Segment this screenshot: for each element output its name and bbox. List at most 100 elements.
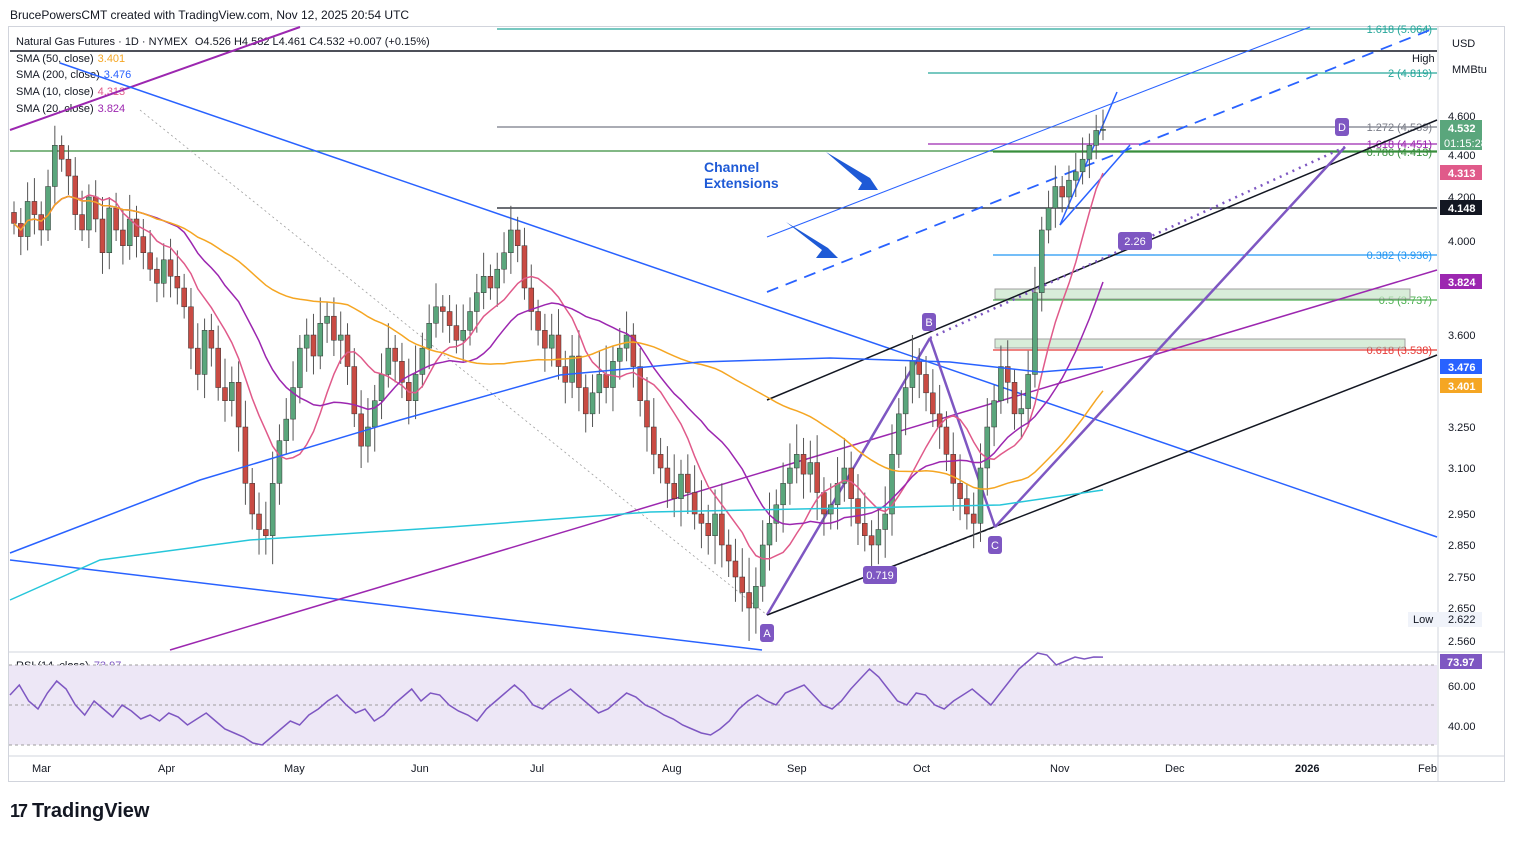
- candle-body: [310, 334, 317, 357]
- candle-body: [1079, 158, 1086, 173]
- candle-body: [494, 268, 500, 289]
- support-zone-upper: [994, 288, 1411, 300]
- candle-body: [828, 504, 834, 515]
- candle-body: [943, 426, 950, 455]
- time-tick: Apr: [158, 763, 175, 775]
- currency-label[interactable]: USD: [1452, 38, 1476, 50]
- trend-line: [9, 26, 301, 131]
- candle-body: [1066, 179, 1072, 198]
- price-badge: [1440, 200, 1482, 215]
- sma50-line: [13, 195, 1104, 490]
- pattern-point-badge: [760, 624, 774, 642]
- candle-body: [576, 355, 582, 388]
- pattern-point-badge: [1335, 118, 1349, 136]
- annotation-arrow: [826, 152, 878, 190]
- candle-body: [1093, 130, 1099, 146]
- candle-body: [896, 413, 902, 455]
- candle-body: [24, 201, 31, 237]
- candle-body: [45, 186, 51, 231]
- candle-body: [365, 426, 371, 447]
- candle-body: [841, 467, 848, 484]
- candle-body: [957, 483, 963, 499]
- candle-body: [480, 276, 487, 293]
- sma50-legend[interactable]: SMA (50, close) 3.401: [16, 53, 126, 65]
- candle-body: [378, 374, 385, 401]
- candle-body: [1025, 374, 1031, 409]
- time-tick: Mar: [32, 763, 51, 775]
- price-badge: [1440, 274, 1482, 289]
- candle-body: [167, 259, 174, 277]
- candle-body: [120, 229, 126, 246]
- time-tick: Dec: [1165, 763, 1185, 775]
- candle-body: [249, 483, 255, 515]
- candle-body: [596, 374, 603, 394]
- low-badge-bg: [1408, 612, 1482, 627]
- candle-body: [208, 330, 215, 349]
- pattern-point-badge: [988, 536, 1002, 554]
- rsi-badge: [1440, 654, 1482, 669]
- annotation-text: Extensions: [704, 175, 779, 191]
- candle-body: [930, 392, 936, 415]
- pattern-point-label: C: [991, 540, 999, 552]
- ratio-badge: [863, 566, 897, 584]
- ohlc-values: O4.526 H4.582 L4.461 C4.532 +0.007 (+0.1…: [194, 36, 430, 48]
- candle-body: [229, 382, 235, 401]
- candle-body: [555, 334, 562, 367]
- candle-body: [72, 175, 79, 215]
- candle-body: [875, 529, 882, 546]
- candle-body: [759, 544, 766, 587]
- candle-body: [923, 374, 929, 394]
- candle-body: [215, 347, 221, 388]
- trend-line: [928, 337, 997, 528]
- candle-body: [630, 334, 637, 367]
- price-tick: 2.560: [1448, 636, 1476, 648]
- candle-body: [603, 374, 609, 388]
- candle-body: [508, 229, 514, 253]
- candle-body: [984, 426, 991, 469]
- candle-body: [868, 535, 875, 546]
- chart-header: BrucePowersCMT created with TradingView.…: [10, 8, 410, 22]
- time-tick: Jun: [411, 763, 429, 775]
- pattern-point-label: B: [925, 317, 932, 329]
- ratio-label: 0.719: [866, 570, 894, 582]
- fib-label: 0.382 (3.936): [1367, 250, 1432, 262]
- candle-body: [474, 292, 480, 312]
- price-badge: [1440, 120, 1482, 150]
- unit-label: MMBtu: [1452, 64, 1487, 76]
- ratio-badge: [1118, 232, 1152, 250]
- candle-body: [297, 347, 303, 388]
- candle-body: [780, 483, 786, 506]
- candle-body: [399, 361, 405, 383]
- candle-body: [1100, 129, 1106, 131]
- tradingview-logo[interactable]: 17 TradingView: [10, 800, 150, 822]
- candle-body: [725, 544, 732, 562]
- candle-body: [766, 523, 773, 546]
- price-badge: [1440, 359, 1482, 374]
- candle-body: [188, 306, 194, 349]
- candle-body: [38, 214, 44, 231]
- instrument-title: Natural Gas Futures · 1D · NYMEX: [16, 36, 188, 48]
- candle-body: [644, 400, 650, 428]
- candle-body: [712, 513, 718, 536]
- sma20-legend[interactable]: SMA (20, close) 3.824: [16, 103, 126, 115]
- trend-line: [766, 26, 1311, 238]
- candle-body: [412, 374, 419, 401]
- candle-body: [617, 347, 623, 362]
- candle-body: [283, 418, 289, 441]
- annotation-arrow: [786, 222, 838, 258]
- candle-body: [991, 400, 997, 428]
- sma200-line: [9, 357, 1104, 554]
- candle-body: [637, 366, 643, 401]
- candle-body: [610, 361, 616, 388]
- sma200-legend[interactable]: SMA (200, close) 3.476: [16, 69, 132, 81]
- candle-body: [11, 212, 17, 224]
- candle-body: [235, 382, 242, 428]
- candle-body: [787, 467, 793, 484]
- rsi-tick: 60.00: [1448, 681, 1476, 693]
- sma10-legend[interactable]: SMA (10, close) 4.313: [16, 86, 126, 98]
- price-badge-value: 4.532: [1448, 123, 1476, 135]
- price-tick: 4.000: [1448, 236, 1476, 248]
- candle-body: [678, 473, 684, 499]
- candle-body: [732, 560, 739, 578]
